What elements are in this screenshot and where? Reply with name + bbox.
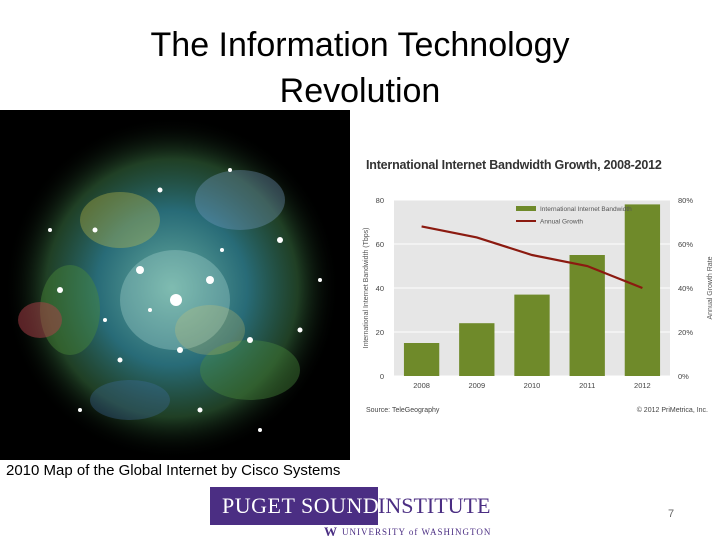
y-right-tick-label: 0% — [678, 372, 689, 381]
chart-source: Source: TeleGeography — [366, 407, 440, 414]
y-right-tick-label: 80% — [678, 196, 693, 205]
x-tick-label: 2010 — [524, 381, 541, 390]
uw-w-mark: W — [324, 524, 337, 539]
y-right-tick-label: 60% — [678, 240, 693, 249]
chart-copyright: © 2012 PriMetrica, Inc. — [637, 406, 708, 414]
x-tick-label: 2011 — [579, 381, 595, 390]
uw-wordmark: UNIVERSITY of WASHINGTON — [342, 527, 492, 537]
legend-label-bandwidth: International Internet Bandwidth — [540, 206, 632, 213]
y-tick-label: 0 — [380, 372, 384, 381]
chart-panel: 0 20 40 60 80 0% 20% 40% 60% 80% 2008 2009 2010 2011 2… — [350, 150, 720, 420]
y-right-tick-label: 40% — [678, 284, 693, 293]
annual-growth-line — [421, 225, 643, 290]
bar-2008 — [403, 343, 440, 376]
y-tick-label: 20 — [376, 328, 384, 337]
y-tick-label: 60 — [376, 240, 384, 249]
bar-2010 — [514, 294, 550, 376]
puget-sound-institute-logo: PUGET SOUND INSTITUTE — [210, 487, 506, 525]
internet-map-image — [0, 110, 350, 460]
logo-right-text: INSTITUTE — [378, 487, 506, 525]
x-tick-label: 2008 — [413, 381, 430, 390]
bandwidth-chart: 0 20 40 60 80 0% 20% 40% 60% 80% 2008 2009 2010 2011 2… — [363, 196, 714, 414]
slide-title-line2: Revolution — [279, 72, 441, 110]
map-caption: 2010 Map of the Global Internet by Cisco… — [6, 462, 341, 479]
internet-map-graphic — [0, 110, 350, 460]
y-tick-label: 80 — [376, 196, 384, 205]
y-right-axis-title: Annual Growth Rate — [707, 256, 714, 319]
bar-2011 — [569, 255, 605, 376]
bar-2009 — [459, 323, 495, 376]
chart-title: International Internet Bandwidth Growth,… — [366, 158, 662, 172]
slide-title: The Information Technology Revolution — [60, 22, 660, 114]
y-right-tick-label: 20% — [678, 328, 693, 337]
bar-2012 — [624, 204, 661, 376]
x-tick-label: 2012 — [634, 381, 651, 390]
y-axis-title: International Internet Bandwidth (Tbps) — [363, 227, 370, 348]
slide-title-line1: The Information Technology — [150, 26, 570, 64]
logo-left-text: PUGET SOUND — [222, 493, 380, 518]
x-tick-label: 2009 — [468, 381, 485, 390]
page-number: 7 — [668, 508, 675, 520]
y-tick-label: 40 — [376, 284, 384, 293]
legend-swatch-bandwidth — [516, 206, 536, 211]
legend-label-growth: Annual Growth — [540, 219, 583, 226]
